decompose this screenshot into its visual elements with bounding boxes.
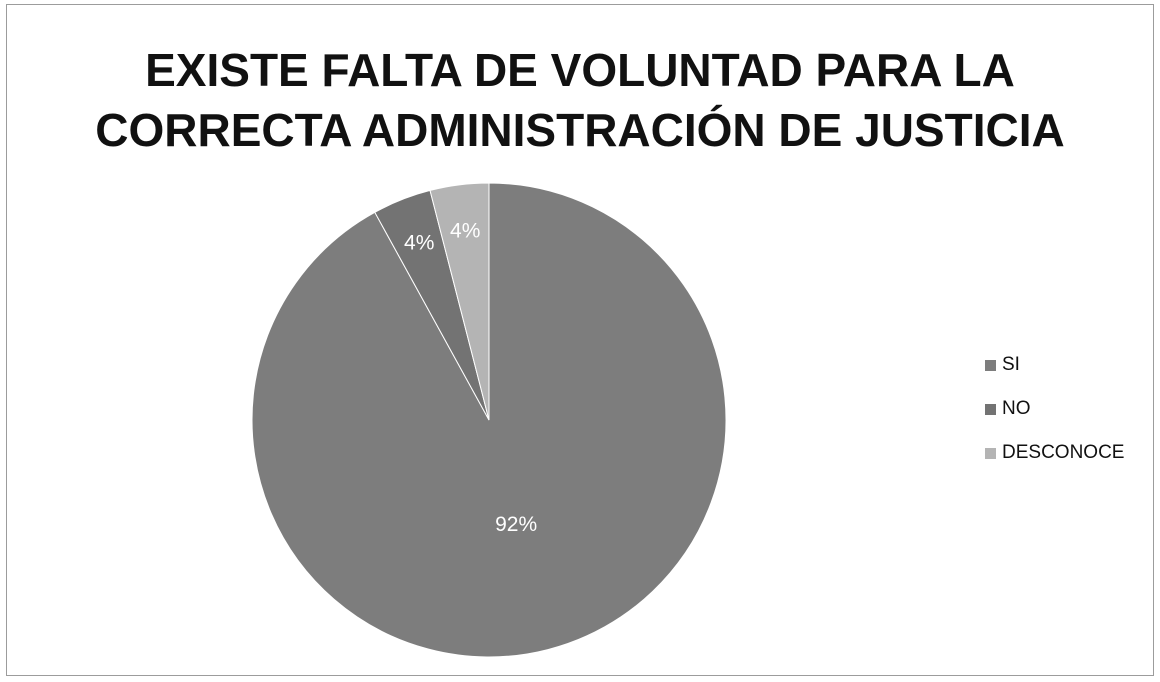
chart-legend: SI NO DESCONOCE [985,353,1124,485]
chart-title-line-1: EXISTE FALTA DE VOLUNTAD PARA LA [145,44,1015,96]
chart-title: EXISTE FALTA DE VOLUNTAD PARA LA CORRECT… [0,40,1160,160]
data-label-desconoce: 4% [450,219,480,242]
chart-title-line-2: CORRECTA ADMINISTRACIÓN DE JUSTICIA [95,104,1065,156]
legend-label-desconoce: DESCONOCE [1002,442,1125,463]
data-label-no: 4% [404,231,434,254]
legend-item-si: SI [985,353,1124,377]
legend-item-no: NO [985,397,1124,421]
legend-label-no: NO [1002,398,1031,419]
data-label-si: 92% [495,513,537,536]
legend-swatch-desconoce [985,447,996,459]
legend-swatch-no [985,403,996,415]
legend-swatch-si [985,359,996,371]
pie-slices [251,182,727,658]
pie-slice-desconoce [429,182,490,421]
pie-data-labels: 92% 4% 4% [404,219,537,536]
legend-item-desconoce: DESCONOCE [985,441,1124,465]
legend-label-si: SI [1002,354,1020,375]
